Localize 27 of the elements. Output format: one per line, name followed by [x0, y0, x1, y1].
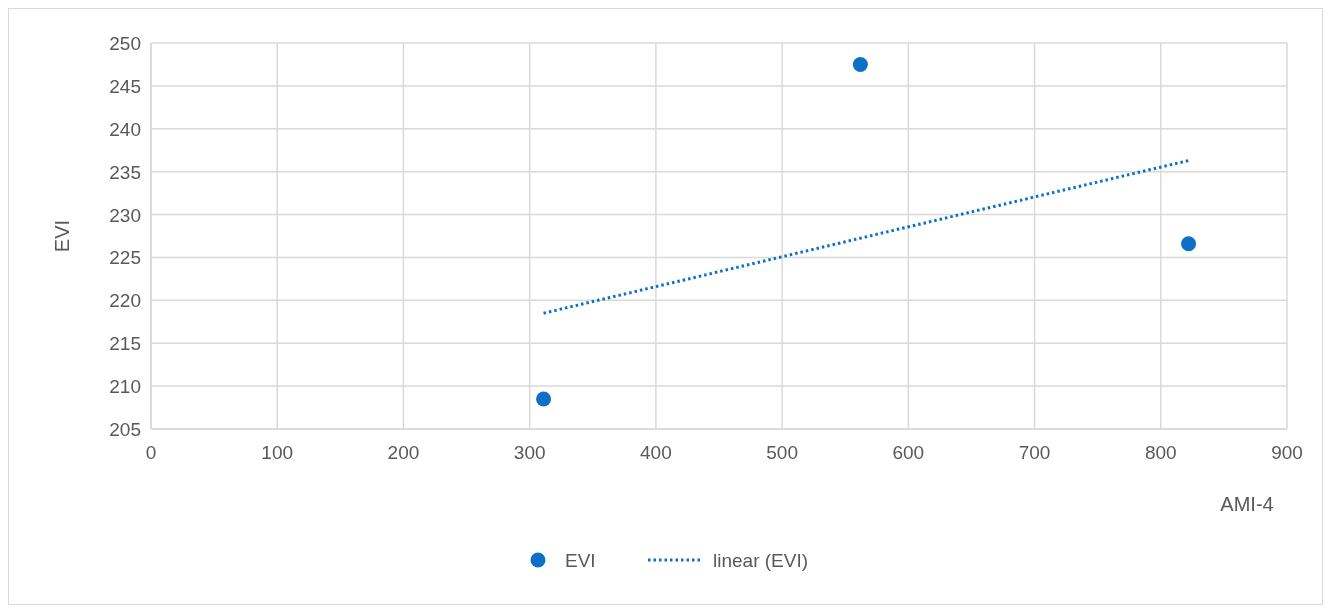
y-tick-label: 210 — [109, 376, 141, 398]
legend-label: EVI — [565, 550, 596, 571]
y-tick-label: 225 — [109, 247, 141, 269]
x-tick-label: 800 — [1144, 442, 1177, 463]
y-tick-label: 240 — [109, 118, 141, 140]
x-tick-label: 400 — [640, 442, 672, 463]
x-tick-label: 300 — [513, 442, 546, 463]
x-tick-label: 100 — [261, 442, 294, 463]
x-tick-label: 0 — [145, 442, 157, 463]
x-axis-title: AMI-4 — [1220, 493, 1274, 515]
y-tick-label: 245 — [109, 75, 141, 97]
point — [852, 56, 868, 72]
y-tick-label: 205 — [109, 419, 141, 440]
y-tick-label: 235 — [109, 161, 141, 183]
y-tick-label: 250 — [109, 33, 141, 54]
x-tick-label: 900 — [1271, 442, 1303, 463]
point — [1181, 236, 1197, 252]
x-tick-label: 200 — [387, 442, 420, 463]
x-tick-label: 600 — [892, 442, 925, 463]
y-tick-label: 220 — [109, 290, 141, 312]
y-tick-label: 230 — [109, 204, 141, 226]
y-tick-label: 215 — [109, 333, 141, 355]
x-tick-label: 700 — [1018, 442, 1051, 463]
x-tick-label: 500 — [766, 442, 798, 463]
y-axis-title: EVI — [51, 219, 73, 253]
legend-label: linear (EVI) — [713, 550, 809, 571]
point — [536, 391, 552, 407]
